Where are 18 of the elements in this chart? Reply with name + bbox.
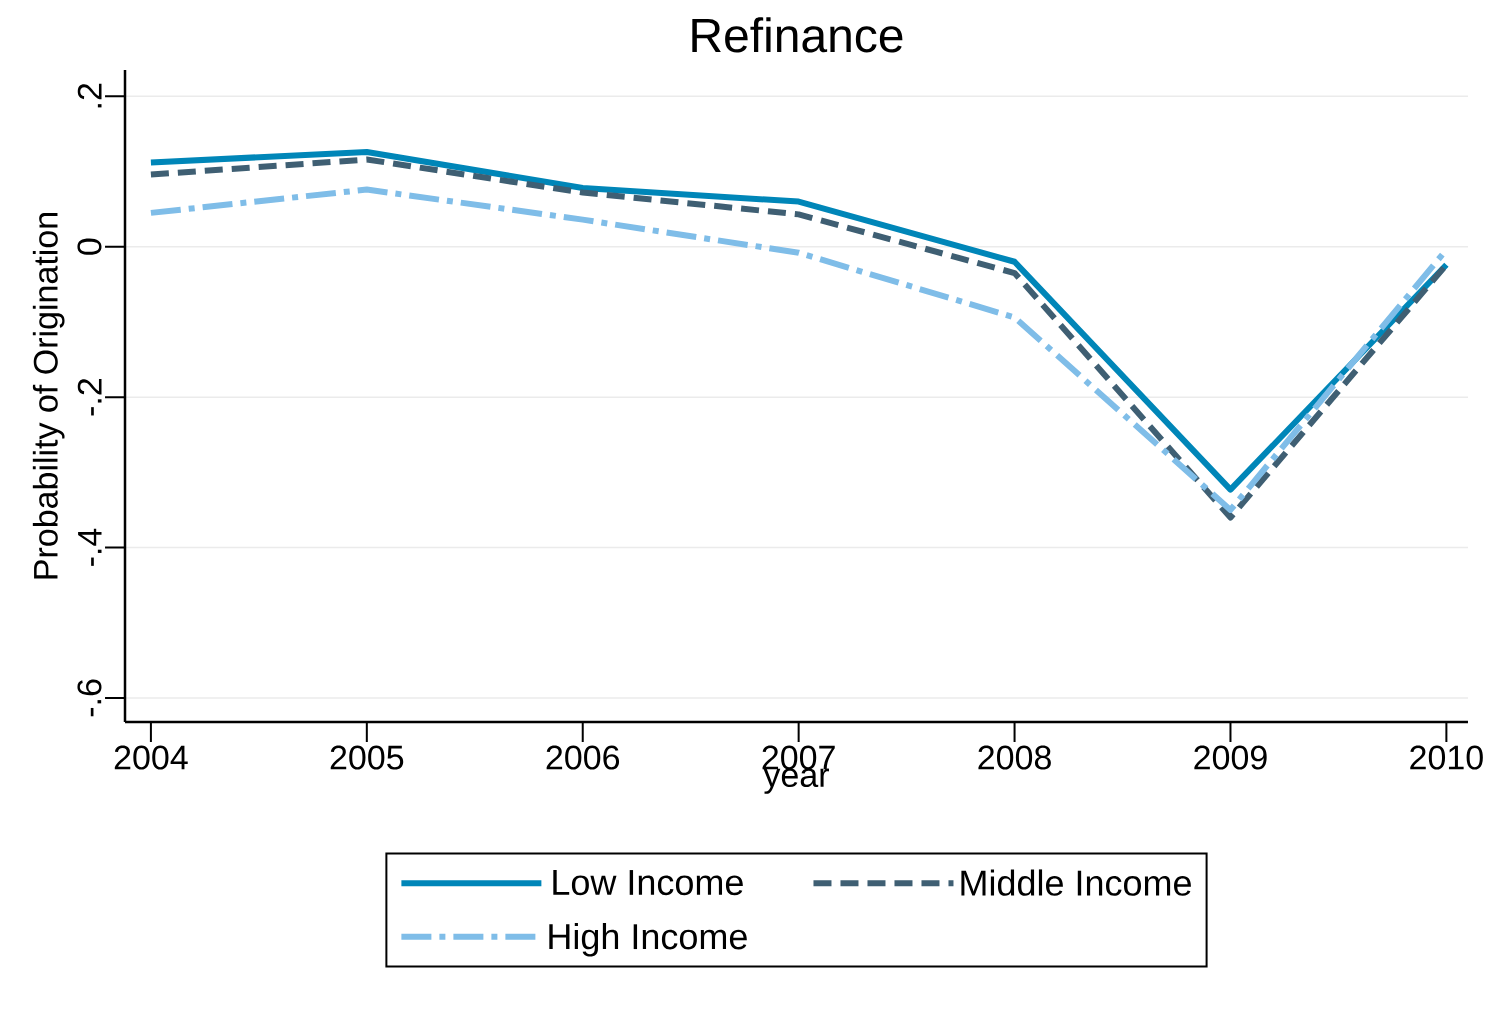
legend-label: Middle Income bbox=[961, 869, 1191, 896]
x-tick-label: 2009 bbox=[1194, 745, 1267, 770]
y-tick-label: -.4 bbox=[78, 528, 102, 566]
y-axis-title: Probability of Origination bbox=[32, 213, 65, 579]
y-tick-label: 0 bbox=[77, 238, 102, 255]
y-tick-label: -.2 bbox=[77, 378, 102, 416]
legend-label: High Income bbox=[549, 922, 747, 957]
x-tick-label: 2007 bbox=[762, 745, 835, 770]
y-tick-label: .2 bbox=[77, 83, 102, 108]
x-tick-label: 2004 bbox=[114, 745, 188, 770]
y-tick-label: -.6 bbox=[77, 679, 102, 717]
x-tick-label: 2010 bbox=[1410, 745, 1483, 770]
x-tick-label: 2005 bbox=[330, 745, 404, 770]
legend-label: Low Income bbox=[553, 870, 743, 896]
x-tick-label: 2008 bbox=[978, 745, 1051, 770]
chart-title: Refinance bbox=[692, 17, 903, 53]
x-axis-title: year bbox=[763, 768, 829, 794]
x-tick-label: 2006 bbox=[546, 745, 620, 770]
